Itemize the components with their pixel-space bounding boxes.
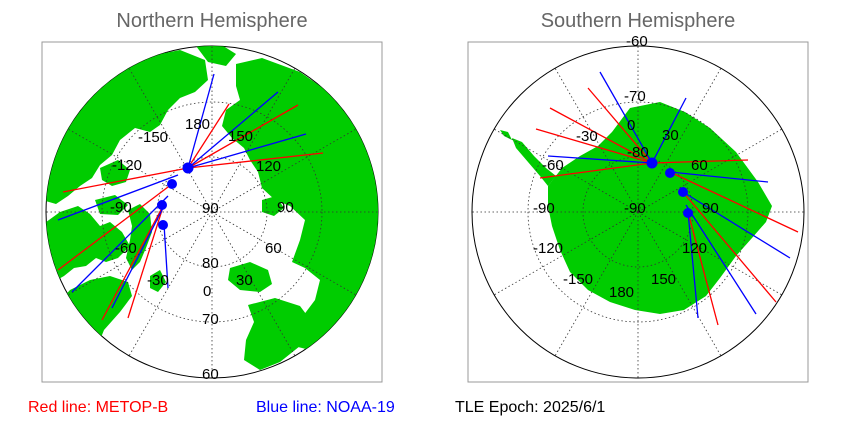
- north-sat-dot: [167, 179, 177, 189]
- south-blue-track: [669, 171, 769, 183]
- south-blue-track: [651, 97, 687, 164]
- south-lat-label: -80: [627, 144, 649, 161]
- north-lon-label: 120: [256, 158, 281, 175]
- south-sat-dot: [646, 157, 658, 169]
- north-lon-label: -150: [138, 129, 168, 146]
- south-sat-dot: [665, 168, 675, 178]
- north-lat-label: 80: [202, 255, 219, 272]
- north-red-track: [57, 183, 173, 271]
- north-landmass: [46, 46, 378, 370]
- south-red-track: [651, 159, 749, 164]
- north-red-track: [62, 167, 189, 193]
- south-red-track: [549, 107, 653, 164]
- south-red-track: [535, 128, 653, 164]
- north-lon-label: 0: [203, 283, 211, 300]
- south-lon-label: 120: [682, 240, 707, 257]
- south-tracks: [535, 71, 799, 326]
- north-blue-track: [71, 195, 169, 293]
- south-lon-label: -120: [533, 240, 563, 257]
- south-lat-label: -60: [626, 33, 648, 50]
- south-red-track: [587, 87, 653, 164]
- north-red-track: [127, 209, 163, 319]
- north-blue-track: [163, 223, 169, 289]
- north-sat-dot: [157, 200, 167, 210]
- north-map-frame: [41, 41, 383, 383]
- south-lon-label: -30: [576, 128, 598, 145]
- north-map: 180 -150 150 -120 120 -90 90 -60 60 -30 …: [41, 41, 383, 383]
- north-red-track: [101, 207, 163, 321]
- north-panel-title: Northern Hemisphere: [116, 10, 308, 32]
- south-blue-track: [682, 191, 791, 259]
- south-lat-label: -70: [624, 88, 646, 105]
- south-grid-labels: 0 -30 30 -60 60 -90 90 -120 120 -150 150…: [533, 33, 719, 301]
- north-graticule: [46, 46, 378, 378]
- north-lon-label: 180: [185, 116, 210, 133]
- north-blue-track: [187, 133, 307, 169]
- north-blue-track: [57, 174, 179, 221]
- north-lon-label: 90: [277, 199, 294, 216]
- north-lon-label: 60: [265, 240, 282, 257]
- south-blue-track: [547, 155, 653, 164]
- north-tracks: [57, 73, 324, 321]
- south-lon-label: 30: [662, 127, 679, 144]
- south-graticule: [472, 46, 804, 378]
- legend-metop-b: Red line: METOP-B: [28, 399, 169, 416]
- north-lon-label: -30: [147, 272, 169, 289]
- north-red-track: [187, 152, 324, 169]
- south-lon-label: -90: [533, 200, 555, 217]
- south-blue-track: [687, 211, 699, 319]
- north-satellite-positions: [157, 162, 194, 230]
- north-lon-label: 150: [228, 128, 253, 145]
- north-lat-label: 90: [202, 200, 219, 217]
- south-blue-track: [599, 71, 653, 164]
- legend-noaa-19: Blue line: NOAA-19: [256, 399, 395, 416]
- south-red-track: [669, 171, 799, 233]
- north-lon-label: -120: [112, 157, 142, 174]
- south-red-track: [687, 211, 719, 326]
- north-lat-label: 60: [202, 366, 219, 383]
- tle-epoch-label: TLE Epoch: 2025/6/1: [455, 399, 606, 416]
- south-satellite-positions: [646, 157, 693, 218]
- south-panel-title: Southern Hemisphere: [540, 10, 736, 32]
- north-blue-track: [187, 91, 279, 169]
- north-blue-track: [187, 73, 215, 169]
- north-red-track: [187, 103, 230, 169]
- south-red-track: [539, 162, 653, 179]
- south-lon-label: 90: [702, 200, 719, 217]
- south-red-track: [682, 191, 777, 303]
- south-lon-label: 60: [691, 157, 708, 174]
- north-red-track: [187, 104, 299, 169]
- south-lon-label: 180: [609, 284, 634, 301]
- south-sat-dot: [678, 187, 688, 197]
- south-map-frame: [467, 41, 809, 383]
- north-sat-dot: [158, 220, 168, 230]
- north-lon-label: -60: [115, 240, 137, 257]
- north-grid-labels: 180 -150 150 -120 120 -90 90 -60 60 -30 …: [110, 116, 294, 383]
- north-sat-dot: [182, 162, 194, 174]
- north-lon-label: -90: [110, 199, 132, 216]
- south-lat-label: -90: [624, 200, 646, 217]
- south-lon-label: -60: [542, 157, 564, 174]
- south-blue-track: [685, 204, 757, 315]
- north-blue-track: [111, 205, 165, 309]
- south-lon-label: -150: [563, 271, 593, 288]
- north-lon-label: 30: [236, 272, 253, 289]
- south-sat-dot: [683, 208, 693, 218]
- north-lat-label: 70: [202, 311, 219, 328]
- south-lon-label: 150: [651, 271, 676, 288]
- south-lon-label: 0: [627, 117, 635, 134]
- south-map: 0 -30 30 -60 60 -90 90 -120 120 -150 150…: [467, 33, 809, 383]
